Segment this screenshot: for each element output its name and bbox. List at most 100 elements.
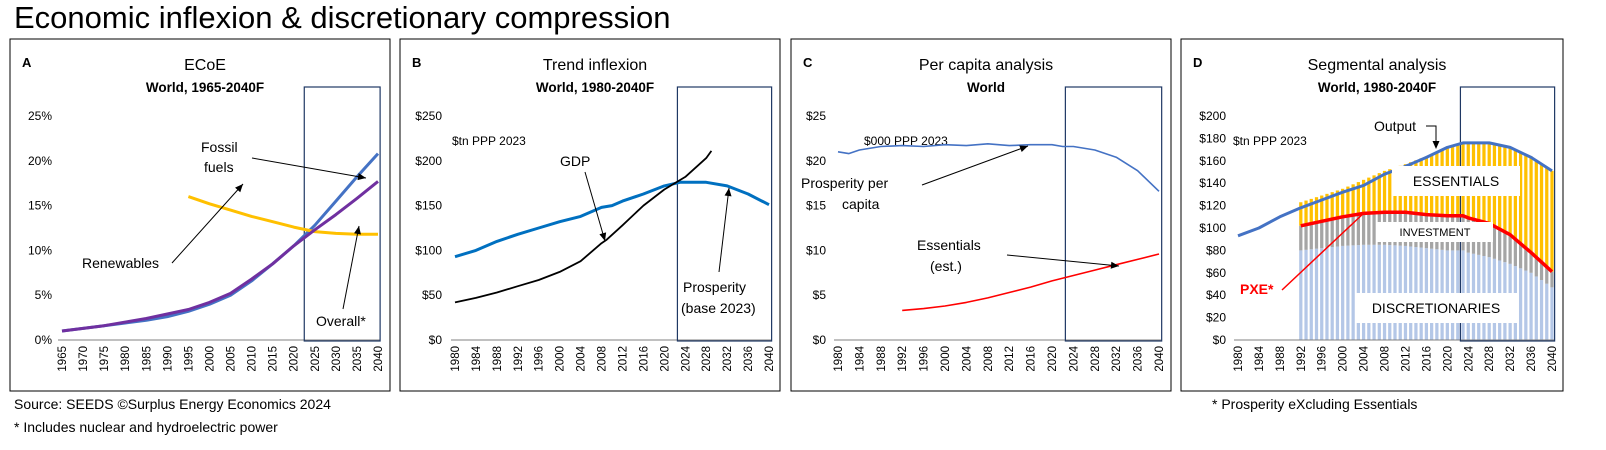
investment-bar	[1330, 219, 1334, 248]
arrow-output	[1426, 125, 1437, 143]
investment-bar	[1351, 215, 1355, 246]
arrow-prosperity-per-capita-head	[1019, 145, 1028, 153]
panel-a-frame	[9, 38, 391, 392]
panel-a-xtick-label: 1990	[162, 346, 174, 372]
panel-a-ytick-label: 0%	[35, 333, 53, 347]
panel-d-subtitle: World, 1980-2040F	[1318, 80, 1436, 95]
panel-c-ytick-label: $10	[806, 243, 826, 257]
panel-b-xtick-label: 2008	[597, 346, 609, 372]
essentials-bar	[1341, 188, 1345, 217]
panel-c-xtick-label: 2020	[1047, 346, 1059, 372]
essentials-bar	[1545, 167, 1549, 267]
discretionaries-bar	[1299, 250, 1303, 340]
panel-b-xtick-label: 1988	[492, 346, 504, 372]
panel-d-ytick-label: $200	[1199, 109, 1226, 123]
discretionaries-bar	[1320, 248, 1324, 340]
panel-d-ytick-label: $140	[1199, 176, 1226, 190]
essentials-bar	[1304, 200, 1308, 225]
panel-d-xtick-label: 2000	[1338, 346, 1350, 372]
investment-bar	[1492, 226, 1497, 259]
panel-c-xtick-label: 1980	[833, 346, 845, 372]
essentials-bar	[1314, 197, 1319, 223]
panel-b-ytick-label: $100	[415, 243, 442, 257]
panel-d-frame	[1180, 38, 1564, 392]
panel-b-xtick-label: 1984	[471, 345, 483, 371]
essentials-bar	[1372, 175, 1376, 213]
discretionaries-bar	[1351, 245, 1355, 340]
discretionaries-bar	[1398, 245, 1402, 340]
investment-bar	[1335, 217, 1340, 247]
panel-d-ytick-label: $180	[1199, 131, 1226, 145]
arrow-fossil-fuels-head	[357, 173, 366, 181]
panel-d-xtick-label: 2028	[1484, 346, 1496, 372]
panel-c-xtick-label: 2016	[1026, 346, 1038, 372]
panel-c-ytick-label: $15	[806, 199, 826, 213]
panel-a-series-overall	[61, 180, 379, 333]
essentials-bar	[1351, 184, 1355, 216]
panel-b-ytick-label: $0	[429, 333, 443, 347]
investment-bar	[1304, 224, 1308, 250]
panel-a: A ECoE World, 1965-2040F 0% 5% 10% 15% 20% 25% 19…	[9, 38, 391, 392]
label-output: Output	[1374, 118, 1416, 134]
panel-b-xtick-label: 2040	[764, 346, 776, 372]
panel-c-letter: C	[803, 55, 813, 70]
panel-c-title: Per capita analysis	[919, 57, 1053, 74]
investment-bar	[1372, 212, 1376, 245]
panel-d-letter: D	[1193, 55, 1202, 70]
arrow-renewables	[171, 183, 244, 264]
panel-b-xtick-label: 2036	[743, 346, 755, 372]
panel-c-xtick-label: 2040	[1154, 346, 1166, 372]
panel-b-xtick-label: 1996	[534, 346, 546, 372]
label-investment-box	[1377, 222, 1493, 242]
panel-d-ytick-label: $100	[1199, 221, 1226, 235]
panel-d: D Segmental analysis World, 1980-2040F $tn …	[1180, 38, 1564, 392]
discretionaries-bar	[1325, 247, 1329, 340]
panel-a-xtick-label: 2040	[373, 346, 385, 372]
label-prosperity-per-capita-line2: capita	[842, 196, 880, 212]
panel-d-ytick-label: $60	[1206, 266, 1226, 280]
panel-a-xtick-label: 2000	[204, 346, 216, 372]
arrow-renewables-head	[235, 184, 243, 193]
discretionaries-bar	[1388, 245, 1392, 340]
panel-b-title: Trend inflexion	[543, 57, 647, 74]
arrow-gdp-head	[599, 232, 607, 241]
arrow-essentials-head	[1110, 261, 1119, 269]
discretionaries-bar	[1341, 245, 1345, 340]
panel-c-xtick-label: 2032	[1111, 346, 1123, 372]
panel-d-xtick-label: 2024	[1463, 345, 1475, 371]
essentials-bar	[1346, 186, 1350, 216]
investment-bar	[1341, 216, 1345, 246]
label-essentials-line2: (est.)	[930, 258, 962, 274]
panel-b-xtick-label: 2028	[701, 346, 713, 372]
panel-d-ytick-label: $120	[1199, 199, 1226, 213]
discretionaries-bar	[1304, 249, 1308, 340]
panel-c-xtick-label: 2000	[940, 346, 952, 372]
label-prosperity-per-capita: Prosperity per	[801, 175, 888, 191]
label-prosperity: Prosperity	[683, 279, 746, 295]
panel-a-xtick-label: 1980	[120, 346, 132, 372]
panel-b-xtick-label: 2012	[617, 346, 629, 372]
essentials-bar	[1356, 182, 1360, 215]
label-pxe: PXE*	[1240, 281, 1274, 297]
panel-d-units: $tn PPP 2023	[1233, 134, 1307, 148]
panel-b-xtick-label: 1980	[450, 346, 462, 372]
investment-bar	[1539, 262, 1544, 281]
discretionaries-bar	[1393, 245, 1397, 340]
investment-bar	[1367, 213, 1371, 245]
panel-d-series-pxe	[1300, 210, 1554, 273]
panel-b-xtick-label: 2000	[555, 346, 567, 372]
investment-bar	[1325, 220, 1329, 248]
panel-c-ytick-label: $5	[813, 288, 827, 302]
label-fossil-fuels: Fossil	[201, 139, 238, 155]
panel-b: B Trend inflexion World, 1980-2040F $tn PPP…	[399, 38, 781, 392]
essentials-bar	[1299, 202, 1303, 226]
discretionaries-bar	[1524, 270, 1528, 340]
arrow-essentials	[1006, 254, 1120, 267]
panel-d-xtick-label: 2040	[1547, 346, 1559, 372]
discretionaries-bar	[1382, 244, 1387, 340]
label-discretionaries-box	[1355, 293, 1517, 323]
panel-b-series-prosperity-base-2023	[454, 180, 770, 259]
panel-b-xtick-label: 1992	[513, 346, 525, 372]
panel-a-ytick-label: 5%	[35, 288, 53, 302]
panel-c-xtick-label: 1988	[876, 346, 888, 372]
